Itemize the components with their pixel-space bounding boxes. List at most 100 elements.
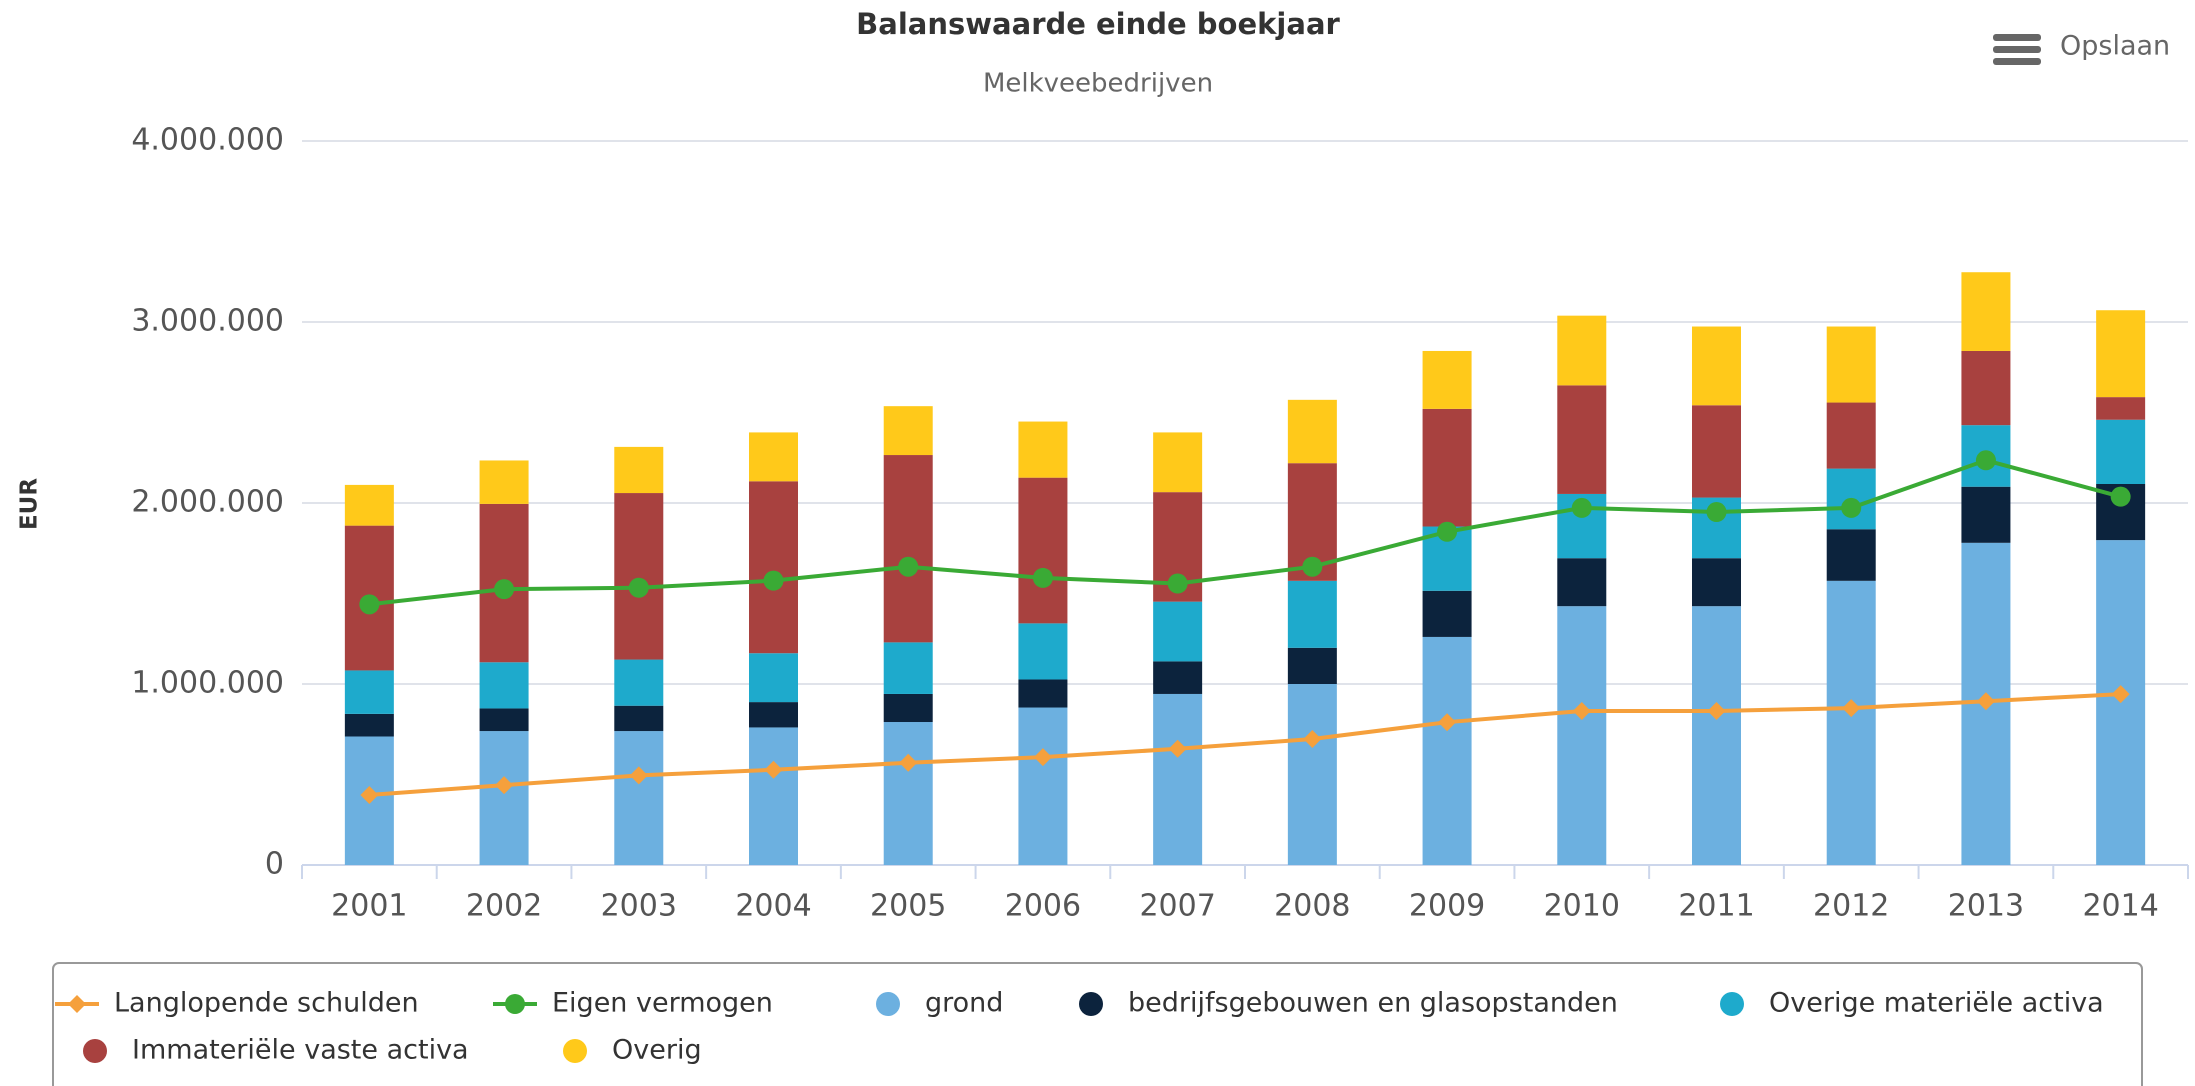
bar-segment [1422, 408, 1472, 527]
line-marker [2111, 685, 2130, 704]
bar-segment [1153, 693, 1203, 865]
bar-segment [1018, 623, 1068, 680]
line-marker [1706, 502, 1727, 523]
bar-segment [1826, 326, 1876, 403]
bar-segment [883, 722, 933, 865]
legend-label[interactable]: Langlopende schulden [114, 988, 419, 1019]
x-tick-label: 2012 [1813, 889, 1889, 924]
x-tick-label: 2009 [1409, 889, 1485, 924]
y-tick-label: 4.000.000 [131, 123, 284, 158]
bar-segment [614, 659, 664, 706]
legend-marker [876, 992, 900, 1016]
bar-segment [614, 493, 664, 660]
menu-icon [1993, 58, 2041, 65]
line-marker [898, 556, 919, 577]
bar-segment [1422, 590, 1472, 637]
y-tick-label: 0 [265, 847, 284, 882]
legend-label[interactable]: bedrijfsgebouwen en glasopstanden [1128, 988, 1618, 1019]
line-marker [1168, 739, 1187, 758]
bar-segment [1287, 647, 1337, 684]
bar-segment [1557, 558, 1607, 607]
legend-marker [563, 1039, 587, 1063]
line-marker [1842, 699, 1861, 718]
line-marker [629, 766, 648, 785]
bar-segment [1018, 707, 1068, 865]
x-tick-label: 2003 [601, 889, 677, 924]
x-tick-label: 2007 [1139, 889, 1215, 924]
legend-label[interactable]: Overige materiële activa [1769, 988, 2104, 1019]
bar-segment [1557, 315, 1607, 386]
bar-segment [344, 713, 394, 737]
legend-marker [68, 995, 86, 1013]
line-marker [1032, 567, 1053, 588]
line [369, 458, 2122, 607]
bar-segment [1826, 529, 1876, 581]
line-marker [763, 570, 784, 591]
bar-segment [479, 460, 529, 504]
bar-segment [1826, 402, 1876, 469]
bar-segment [1153, 601, 1203, 662]
line-marker [1438, 713, 1457, 732]
bar-segment [883, 406, 933, 456]
x-tick-label: 2002 [466, 889, 542, 924]
line-marker [1571, 497, 1592, 518]
line-marker [1437, 521, 1458, 542]
legend-label[interactable]: Immateriële vaste activa [132, 1035, 469, 1066]
line-marker [899, 753, 918, 772]
bar-segment [1692, 558, 1741, 607]
bar-segment [479, 731, 529, 865]
menu-button[interactable]: Opslaan [1993, 31, 2170, 66]
legend-marker [1720, 992, 1744, 1016]
bar-segment [344, 484, 394, 526]
menu-label: Opslaan [2060, 31, 2170, 62]
line-marker [360, 785, 379, 804]
legend-label[interactable]: grond [925, 988, 1003, 1019]
line-marker [2110, 486, 2131, 507]
y-tick-label: 2.000.000 [131, 485, 284, 520]
bar-segment [1961, 350, 2011, 426]
bar-segment [1692, 606, 1741, 865]
bar-segment [1961, 486, 2011, 543]
bar-segment [344, 670, 394, 714]
legend-marker [505, 994, 525, 1014]
bar-segment [883, 642, 933, 694]
bar-segment [1153, 661, 1203, 694]
bar-segment [1287, 399, 1337, 464]
line-marker [628, 577, 649, 598]
line-marker [1841, 497, 1862, 518]
bar-segment [614, 705, 664, 732]
bar-segment [1422, 350, 1472, 409]
legend-label[interactable]: Overig [612, 1035, 702, 1066]
chart-subtitle: Melkveebedrijven [983, 69, 1213, 99]
line-marker [495, 776, 514, 795]
legend-box [52, 962, 2143, 1086]
bar-segment [1692, 326, 1741, 406]
bar-segment [749, 432, 798, 482]
y-axis-label: EUR [17, 478, 43, 530]
x-tick-label: 2001 [331, 889, 407, 924]
x-tick-label: 2004 [735, 889, 811, 924]
bar-segment [2096, 310, 2146, 398]
bar-segment [749, 653, 798, 703]
bar-segment [479, 662, 529, 709]
line-marker [359, 594, 380, 615]
x-tick-label: 2014 [2082, 889, 2158, 924]
line-marker [1167, 573, 1188, 594]
line-marker [1976, 692, 1995, 711]
legend-marker [1079, 992, 1103, 1016]
menu-icon [1993, 34, 2041, 41]
line-marker [764, 760, 783, 779]
bar-segment [2096, 419, 2146, 484]
chart-title: Balanswaarde einde boekjaar [856, 7, 1340, 41]
bar-segment [1961, 272, 2011, 351]
y-tick-label: 3.000.000 [131, 304, 284, 339]
line-marker [1302, 556, 1323, 577]
bar-segment [883, 455, 933, 643]
line-marker [1303, 730, 1322, 749]
x-tick-label: 2005 [870, 889, 946, 924]
bar-segment [1018, 421, 1068, 478]
legend-label[interactable]: Eigen vermogen [552, 988, 773, 1019]
legend-marker [83, 1039, 107, 1063]
bar-segment [1287, 580, 1337, 648]
